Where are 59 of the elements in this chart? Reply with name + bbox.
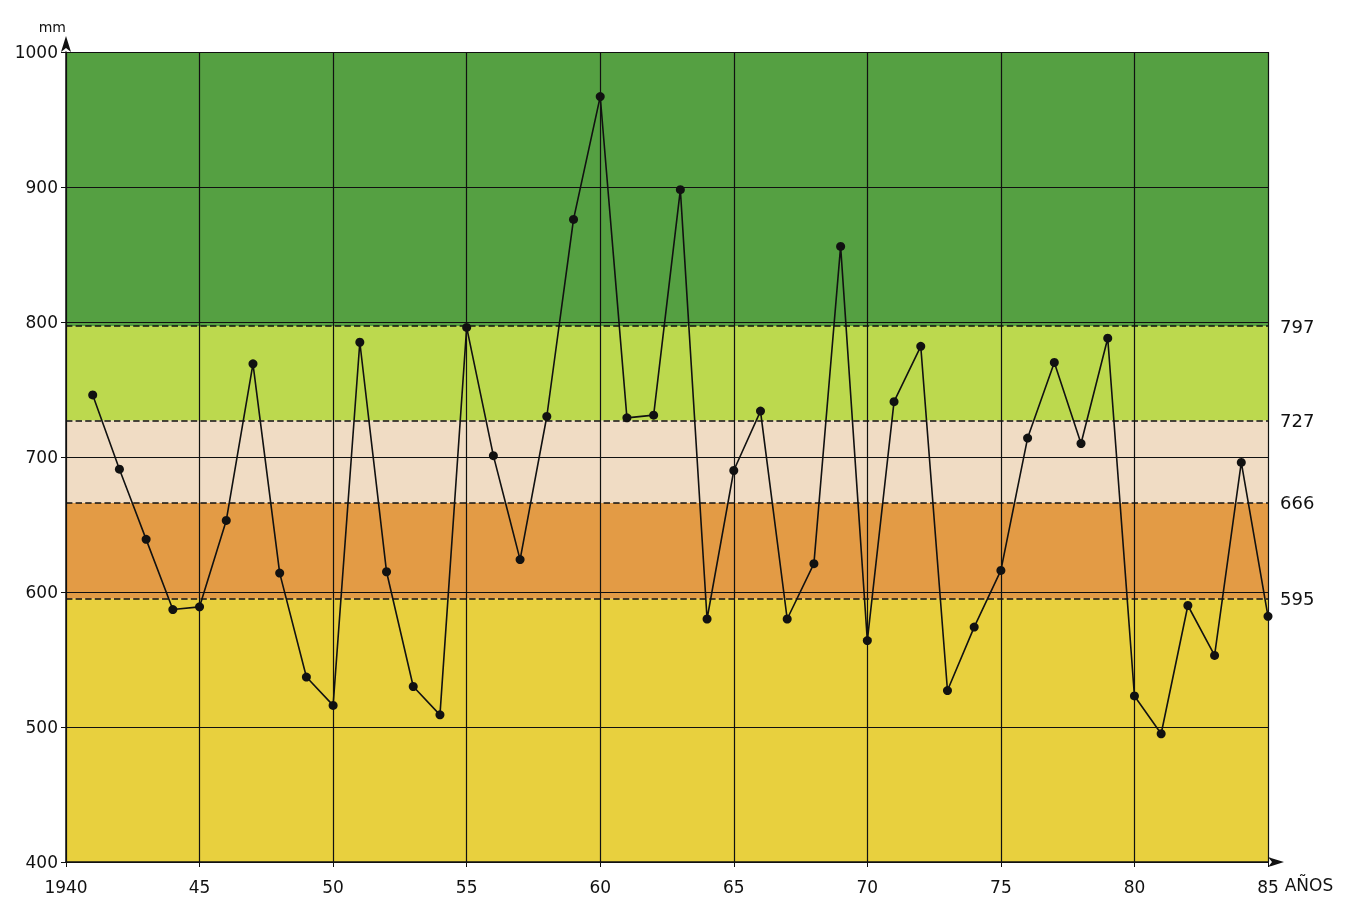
point (782, 614, 792, 624)
x-axis-title: AÑOS (1284, 873, 1334, 895)
point (408, 682, 418, 691)
point (836, 241, 846, 251)
point (382, 567, 392, 577)
y-tick-label: 800 (25, 312, 58, 332)
point (275, 568, 285, 578)
point (1210, 650, 1220, 660)
point (515, 555, 525, 565)
point (1076, 439, 1086, 448)
point (435, 710, 445, 720)
point (569, 214, 579, 224)
point (916, 341, 926, 351)
point (488, 451, 498, 461)
point (301, 672, 311, 682)
y-tick-label: 400 (25, 852, 58, 872)
x-tick-label: 85 (1257, 876, 1279, 897)
y-tick-label: 500 (25, 717, 58, 737)
point (88, 390, 98, 400)
point (1023, 433, 1033, 443)
point (809, 559, 819, 569)
ref-line-label: 666 (1280, 492, 1315, 514)
point (1236, 457, 1246, 467)
x-tick-label: 75 (990, 876, 1012, 897)
x-tick-label: 60 (589, 876, 612, 897)
x-tick-label: 70 (856, 876, 879, 897)
point (355, 337, 365, 347)
y-tick-label: 700 (25, 447, 58, 467)
point (942, 686, 952, 696)
point (542, 412, 552, 421)
point (1049, 358, 1059, 367)
x-tick-label: 55 (455, 876, 478, 897)
point (675, 185, 685, 195)
y-tick-label: 600 (25, 582, 58, 602)
y-tick-label: 1000 (14, 42, 58, 62)
point (141, 534, 151, 544)
point (649, 410, 659, 420)
point (1183, 601, 1193, 610)
y-tick-label: 900 (25, 177, 58, 197)
point (889, 397, 899, 407)
point (622, 413, 632, 423)
ref-line-label: 595 (1280, 588, 1315, 610)
x-tick-label: 80 (1123, 876, 1146, 897)
point (221, 515, 231, 525)
y-axis-title: mm (38, 19, 66, 35)
point (1103, 333, 1113, 343)
point (756, 406, 765, 416)
x-tick-label: 45 (188, 876, 211, 897)
point (168, 605, 178, 615)
ref-line-label: 797 (1280, 315, 1315, 337)
point (114, 464, 124, 474)
x-tick-label: 50 (322, 876, 344, 897)
ref-line-label: 727 (1280, 410, 1315, 432)
point (1156, 729, 1166, 739)
point (969, 622, 979, 632)
point (702, 614, 712, 624)
point (248, 359, 258, 369)
x-tick-label: 1940 (44, 876, 88, 897)
x-tick-label: 65 (722, 876, 745, 897)
